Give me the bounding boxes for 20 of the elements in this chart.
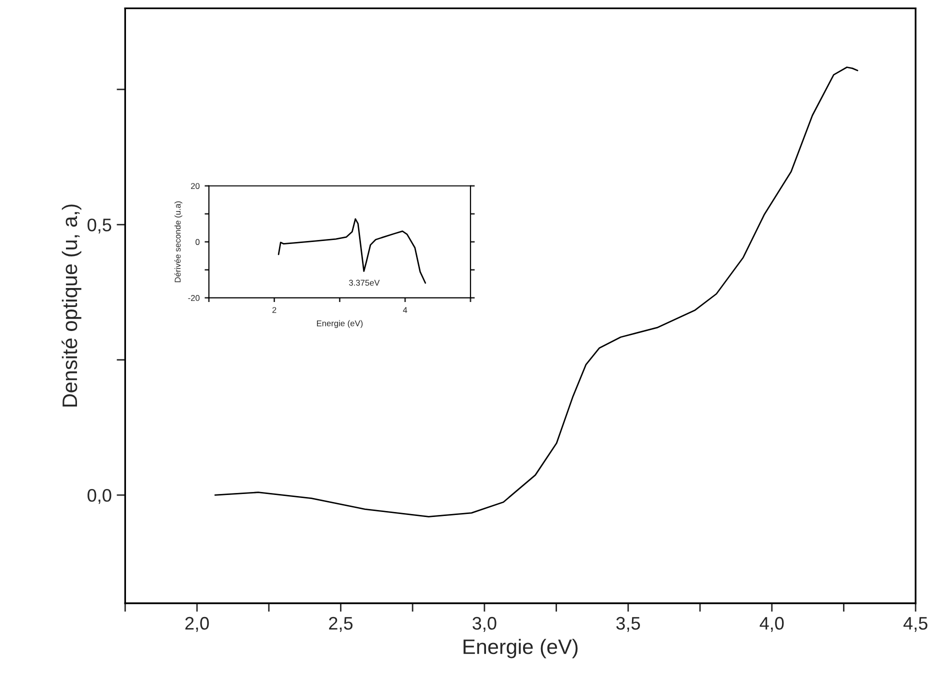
- y-axis-title: Dérivée seconde (u.a): [174, 201, 182, 282]
- x-tick-label: 4: [402, 307, 408, 313]
- x-tick-label: 2,5: [329, 616, 353, 632]
- x-tick-label: 3,0: [472, 616, 496, 632]
- y-tick-label: 0,5: [88, 218, 112, 234]
- line-series: [214, 66, 858, 518]
- x-tick-label: 4,5: [903, 617, 928, 632]
- y-tick-label: 0,0: [88, 489, 112, 504]
- x-tick-label: 2: [272, 307, 276, 313]
- y-axis-title: Densité optique (u, a,): [62, 204, 82, 407]
- y-tick-label: 20: [191, 183, 200, 189]
- x-tick-label: 3,5: [616, 616, 640, 632]
- line-series: [278, 218, 426, 284]
- x-tick-label: 2,0: [185, 616, 209, 632]
- y-tick-label: 0: [196, 239, 200, 245]
- x-axis-title: Energie (eV): [464, 638, 578, 658]
- annotation: 3.375eV: [349, 280, 380, 286]
- x-axis-title: Energie (eV): [316, 320, 363, 328]
- x-tick-label: 4,0: [760, 616, 784, 632]
- y-tick-label: -20: [188, 295, 200, 301]
